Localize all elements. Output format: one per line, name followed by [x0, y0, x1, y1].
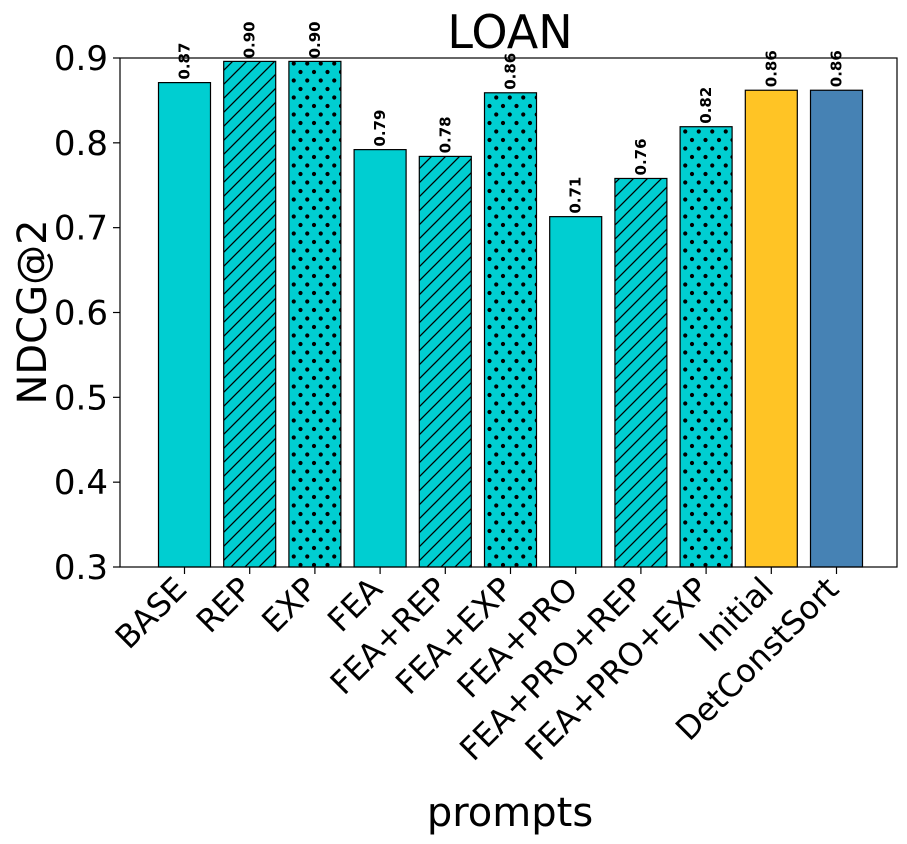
- y-tick-label: 0.7: [54, 209, 108, 249]
- y-tick-label: 0.5: [54, 378, 108, 418]
- bar-fill: [354, 149, 407, 567]
- chart-title: LOAN: [447, 5, 572, 59]
- x-axis-label: prompts: [427, 790, 593, 836]
- bar-value-label: 0.86: [828, 50, 846, 87]
- bar-dots-overlay: [680, 126, 733, 567]
- bar-base: [157, 82, 212, 568]
- bars-group: [157, 60, 864, 568]
- bar-hatch-overlay: [419, 156, 472, 567]
- bar-initial: [744, 89, 798, 568]
- y-tick-label: 0.6: [54, 294, 108, 334]
- x-tick-label: REP: [189, 570, 260, 641]
- bar-hatch-overlay: [223, 61, 276, 567]
- bar-fill: [549, 216, 602, 567]
- bar-value-label: 0.86: [762, 50, 780, 87]
- bar-exp: [288, 60, 342, 568]
- bar-hatch-overlay: [614, 178, 667, 568]
- y-tick-label: 0.3: [54, 548, 108, 588]
- bar-fea-pro-exp: [679, 126, 733, 568]
- y-tick-label: 0.8: [54, 124, 108, 164]
- bar-value-label: 0.71: [567, 177, 585, 214]
- bar-value-label: 0.82: [697, 87, 715, 124]
- y-tick-label: 0.9: [54, 39, 108, 79]
- bar-value-label: 0.78: [436, 116, 454, 153]
- bar-fea-rep: [418, 155, 472, 568]
- bar-value-label: 0.90: [306, 21, 324, 58]
- bar-value-label: 0.90: [241, 21, 259, 58]
- x-tick-label: BASE: [108, 570, 195, 657]
- bar-detconstsort: [809, 89, 864, 568]
- bar-value-label: 0.76: [632, 138, 650, 175]
- bar-dots-overlay: [288, 61, 341, 567]
- bar-fill: [745, 90, 798, 567]
- bar-fill: [810, 90, 863, 567]
- bar-dots-overlay: [484, 92, 537, 567]
- bar-fea: [353, 149, 407, 568]
- bar-fea-pro: [549, 216, 603, 568]
- bar-fill: [158, 82, 211, 567]
- x-tick-label: EXP: [254, 570, 324, 640]
- bar-labels-group: 0.87 0.90 0.90 0.79 0.78 0.86 0.71 0.76 0.82 0.86…: [176, 21, 846, 213]
- y-tick-label: 0.4: [54, 463, 108, 503]
- y-axis-label: NDCG@2: [10, 219, 56, 404]
- bar-value-label: 0.79: [371, 110, 389, 147]
- bar-rep: [223, 60, 277, 568]
- bar-fea-pro-rep: [614, 177, 668, 568]
- bar-fea-exp: [483, 92, 538, 568]
- bar-value-label: 0.86: [502, 53, 520, 90]
- bar-value-label: 0.87: [176, 43, 194, 80]
- x-axis-ticks: BASEREPEXPFEAFEA+REPFEA+EXPFEA+PROFEA+PR…: [108, 567, 846, 768]
- y-axis-ticks: 0.3 0.4 0.5 0.6 0.7 0.8 0.9: [54, 39, 120, 588]
